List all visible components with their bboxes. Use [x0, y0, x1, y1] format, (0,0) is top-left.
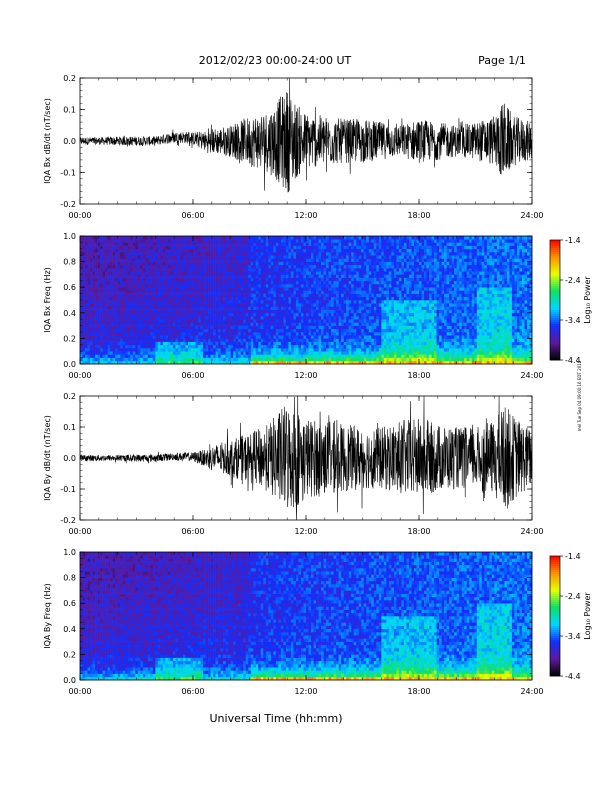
series-line [79, 395, 533, 521]
colorbar-tick-label: -3.4 [565, 632, 581, 641]
x-tick-label: 06:00 [181, 687, 204, 696]
spectrogram [80, 552, 533, 681]
y-tick-label: -0.2 [60, 200, 76, 209]
y-tick-label: 0.2 [63, 650, 76, 659]
y-axis-label: IQA Bx dB/dt (nT/sec) [43, 98, 52, 184]
y-axis-label: IQA Bx Freq (Hz) [43, 267, 52, 333]
y-tick-label: 0.6 [63, 283, 76, 292]
y-tick-label: 0.8 [63, 258, 76, 267]
y-tick-label: 1.0 [63, 548, 76, 557]
colorbar-label: Log₁₀ Power [583, 276, 592, 324]
y-tick-label: 0.8 [63, 574, 76, 583]
y-tick-label: 0.4 [63, 625, 76, 634]
y-tick-label: 0.0 [63, 676, 76, 685]
colorbar-tick-label: -4.4 [565, 356, 581, 365]
y-tick-label: 0.2 [63, 74, 76, 83]
panel-3: 0.2 0.1 0.0 -0.1 -0.2 00:00 06:00 12:00 18:00 24:… [43, 392, 544, 536]
x-tick-label: 00:00 [68, 687, 91, 696]
colorbar-label: Log₁₀ Power [583, 592, 592, 640]
x-tick-label: 18:00 [407, 527, 430, 536]
x-tick-label: 18:00 [407, 211, 430, 220]
x-tick-label: 18:00 [407, 371, 430, 380]
colorbar-tick-label: -1.4 [565, 552, 581, 561]
y-tick-label: 1.0 [63, 232, 76, 241]
panel-4: -1.4 -2.4 -3.4 -4.4 Log₁₀ Power 1.0 0.8 0.6 0.4 0… [43, 548, 592, 696]
x-tick-label: 12:00 [294, 687, 317, 696]
x-tick-label: 00:00 [68, 371, 91, 380]
x-tick-label: 12:00 [294, 211, 317, 220]
x-axis-label: Universal Time (hh:mm) [210, 712, 343, 725]
x-tick-label: 12:00 [294, 371, 317, 380]
colorbar-tick-label: -4.4 [565, 672, 581, 681]
x-tick-label: 12:00 [294, 527, 317, 536]
y-tick-label: 0.2 [63, 392, 76, 401]
page-number: Page 1/1 [478, 54, 526, 67]
panel-1: 0.2 0.1 0.0 -0.1 -0.2 00:00 06:00 12:00 18:00 24:… [43, 74, 544, 220]
x-tick-label: 24:00 [520, 687, 543, 696]
series-line [79, 78, 533, 193]
side-timestamp: mel Tue Sep 04 09:00:16 EDT 2012 [577, 360, 582, 431]
panel-2: -1.4 -2.4 -3.4 -4.4 Log₁₀ Power 1.0 0.8 0.6 0.4 0… [43, 232, 592, 380]
figure-title: 2012/02/23 00:00-24:00 UT [199, 54, 352, 67]
x-tick-label: 24:00 [520, 527, 543, 536]
colorbar-2: -1.4 -2.4 -3.4 -4.4 Log₁₀ Power [549, 236, 592, 365]
spectrogram [80, 236, 533, 365]
y-tick-label: -0.2 [60, 516, 76, 525]
y-tick-label: 0.2 [63, 334, 76, 343]
x-tick-label: 06:00 [181, 371, 204, 380]
y-axis-label: IQA By Freq (Hz) [43, 583, 52, 649]
colorbar-4: -1.4 -2.4 -3.4 -4.4 Log₁₀ Power [549, 552, 592, 681]
colorbar-tick-label: -2.4 [565, 276, 581, 285]
y-tick-label: -0.1 [60, 485, 76, 494]
y-tick-label: 0.0 [63, 454, 76, 463]
y-tick-label: -0.1 [60, 169, 76, 178]
colorbar-tick-label: -2.4 [565, 592, 581, 601]
x-tick-label: 18:00 [407, 687, 430, 696]
y-tick-label: 0.0 [63, 137, 76, 146]
y-tick-label: 0.4 [63, 309, 76, 318]
x-tick-label: 06:00 [181, 211, 204, 220]
x-tick-label: 24:00 [520, 211, 543, 220]
colorbar-tick-label: -1.4 [565, 236, 581, 245]
x-tick-label: 00:00 [68, 211, 91, 220]
y-tick-label: 0.0 [63, 360, 76, 369]
x-tick-label: 06:00 [181, 527, 204, 536]
y-tick-label: 0.1 [63, 106, 76, 115]
y-axis-label: IQA By dB/dt (nT/sec) [43, 415, 52, 501]
y-tick-label: 0.1 [63, 423, 76, 432]
colorbar-tick-label: -3.4 [565, 316, 581, 325]
x-tick-label: 24:00 [520, 371, 543, 380]
panels: 0.2 0.1 0.0 -0.1 -0.2 00:00 06:00 12:00 18:00 24:… [43, 74, 592, 696]
y-tick-label: 0.6 [63, 599, 76, 608]
x-tick-label: 00:00 [68, 527, 91, 536]
